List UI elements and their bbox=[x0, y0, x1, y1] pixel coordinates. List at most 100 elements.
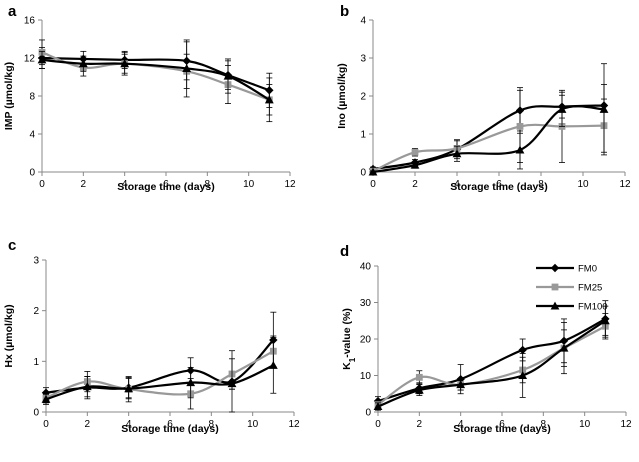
legend-label: FM25 bbox=[578, 283, 602, 294]
y-tick-label: 20 bbox=[360, 335, 372, 346]
y-axis-title: Ino (µmol/kg) bbox=[336, 63, 348, 129]
data-point bbox=[368, 167, 378, 176]
data-point bbox=[411, 148, 419, 156]
y-tick-label: 1 bbox=[360, 130, 366, 141]
x-tick-label: 10 bbox=[247, 419, 259, 430]
series-line bbox=[45, 350, 274, 399]
series-fm25 bbox=[42, 335, 277, 410]
x-tick-label: 10 bbox=[243, 179, 255, 190]
y-axis-title: Hx (µmol/kg) bbox=[3, 304, 15, 367]
x-tick-label: 6 bbox=[496, 179, 502, 190]
x-tick-label: 12 bbox=[284, 179, 296, 190]
panel-letter: b bbox=[340, 3, 349, 20]
data-point bbox=[559, 343, 569, 352]
y-tick-label: 8 bbox=[29, 92, 35, 103]
panel-letter: c bbox=[8, 237, 16, 254]
data-point bbox=[182, 64, 192, 72]
data-point bbox=[124, 384, 134, 393]
x-tick-label: 4 bbox=[458, 419, 464, 430]
data-point bbox=[410, 160, 420, 169]
x-tick-label: 2 bbox=[85, 419, 91, 430]
y-tick-label: 0 bbox=[365, 408, 371, 419]
legend: FM0 FM25 FM100 bbox=[536, 264, 608, 313]
series-line bbox=[377, 317, 606, 403]
legend-label: FM100 bbox=[578, 302, 608, 313]
x-tick-label: 0 bbox=[370, 179, 376, 190]
panel-d: d 0 10 20 30 40 0 2 4 6 8 10 12 Storage time (days) K1… bbox=[340, 243, 632, 435]
data-point bbox=[518, 371, 528, 380]
series-line bbox=[41, 58, 270, 101]
data-point bbox=[264, 95, 274, 104]
legend-item-fm0: FM0 bbox=[536, 264, 597, 275]
series-fm0 bbox=[37, 41, 274, 108]
data-point bbox=[78, 59, 88, 68]
data-point bbox=[186, 378, 196, 387]
x-tick-label: 12 bbox=[620, 419, 632, 430]
series-line bbox=[377, 319, 606, 408]
data-point bbox=[414, 385, 424, 394]
y-axis-title: K1-value (%) bbox=[341, 308, 357, 370]
series-fm0 bbox=[368, 84, 609, 174]
data-point bbox=[268, 360, 278, 369]
y-tick-label: 16 bbox=[24, 16, 36, 27]
y-tick-label: 40 bbox=[360, 262, 372, 273]
x-tick-label: 4 bbox=[122, 179, 128, 190]
x-tick-label: 0 bbox=[43, 419, 49, 430]
series-fm100 bbox=[368, 63, 609, 176]
panel-letter: a bbox=[8, 3, 17, 20]
data-point bbox=[557, 104, 567, 113]
data-point bbox=[37, 55, 47, 64]
data-point bbox=[373, 402, 383, 411]
y-tick-label: 0 bbox=[29, 168, 35, 179]
series-line bbox=[372, 105, 605, 174]
x-tick-label: 6 bbox=[163, 179, 169, 190]
y-tick-label: 12 bbox=[24, 54, 36, 65]
x-axis-title: Storage time (days) bbox=[121, 423, 218, 435]
x-tick-label: 4 bbox=[126, 419, 132, 430]
data-point bbox=[415, 373, 423, 381]
x-tick-label: 2 bbox=[412, 179, 418, 190]
x-tick-label: 8 bbox=[541, 419, 547, 430]
data-point bbox=[515, 145, 525, 154]
x-tick-label: 2 bbox=[417, 419, 423, 430]
legend-item-fm100: FM100 bbox=[536, 302, 608, 313]
legend-marker bbox=[551, 283, 559, 291]
series-fm0 bbox=[373, 300, 610, 406]
x-tick-label: 12 bbox=[619, 179, 631, 190]
x-tick-label: 10 bbox=[577, 179, 589, 190]
y-tick-label: 2 bbox=[33, 306, 39, 317]
data-point bbox=[41, 394, 51, 403]
data-point bbox=[516, 123, 524, 130]
x-tick-label: 8 bbox=[209, 419, 215, 430]
y-tick-label: 4 bbox=[29, 130, 35, 141]
data-point bbox=[82, 382, 92, 391]
series-fm100 bbox=[37, 39, 274, 116]
series-fm100 bbox=[41, 337, 278, 413]
x-tick-label: 8 bbox=[538, 179, 544, 190]
data-point bbox=[227, 379, 237, 388]
x-tick-label: 6 bbox=[499, 419, 505, 430]
data-point bbox=[452, 149, 462, 158]
y-tick-label: 3 bbox=[33, 256, 39, 267]
y-tick-label: 0 bbox=[360, 168, 366, 179]
data-point bbox=[518, 345, 527, 355]
data-point bbox=[223, 71, 233, 80]
series-fm100 bbox=[373, 305, 610, 411]
x-axis-title: Storage time (days) bbox=[453, 423, 550, 435]
y-tick-label: 10 bbox=[360, 371, 372, 382]
series-fm25 bbox=[369, 89, 608, 175]
x-tick-label: 0 bbox=[39, 179, 45, 190]
x-tick-label: 12 bbox=[288, 419, 300, 430]
y-tick-label: 0 bbox=[33, 408, 39, 419]
y-tick-label: 2 bbox=[360, 92, 366, 103]
y-tick-label: 3 bbox=[360, 54, 366, 65]
x-tick-label: 4 bbox=[454, 179, 460, 190]
x-tick-label: 0 bbox=[375, 419, 381, 430]
legend-marker bbox=[550, 263, 560, 273]
y-tick-label: 4 bbox=[360, 16, 366, 27]
panel-letter: d bbox=[340, 243, 349, 260]
x-axis-title: Storage time (days) bbox=[450, 181, 547, 193]
